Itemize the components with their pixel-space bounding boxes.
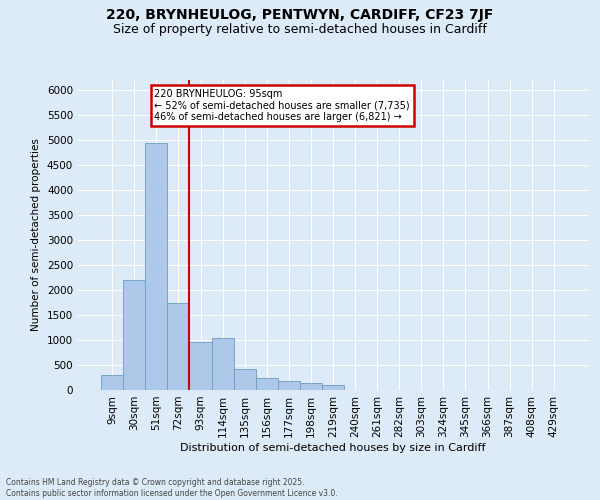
Text: 220 BRYNHEULOG: 95sqm
← 52% of semi-detached houses are smaller (7,735)
46% of s: 220 BRYNHEULOG: 95sqm ← 52% of semi-deta… [155,90,410,122]
Bar [256,378,278,390]
Bar [300,383,322,390]
Text: Contains HM Land Registry data © Crown copyright and database right 2025.
Contai: Contains HM Land Registry data © Crown c… [6,478,338,498]
Text: 220, BRYNHEULOG, PENTWYN, CARDIFF, CF23 7JF: 220, BRYNHEULOG, PENTWYN, CARDIFF, CF23 … [106,8,494,22]
Bar [233,369,256,390]
Bar [145,142,167,390]
Text: Size of property relative to semi-detached houses in Cardiff: Size of property relative to semi-detach… [113,22,487,36]
X-axis label: Distribution of semi-detached houses by size in Cardiff: Distribution of semi-detached houses by … [180,442,486,452]
Bar [190,342,212,390]
Bar [167,302,190,390]
Bar [322,384,344,390]
Y-axis label: Number of semi-detached properties: Number of semi-detached properties [31,138,41,332]
Bar [101,374,123,390]
Bar [278,381,300,390]
Bar [212,338,233,390]
Bar [123,280,145,390]
